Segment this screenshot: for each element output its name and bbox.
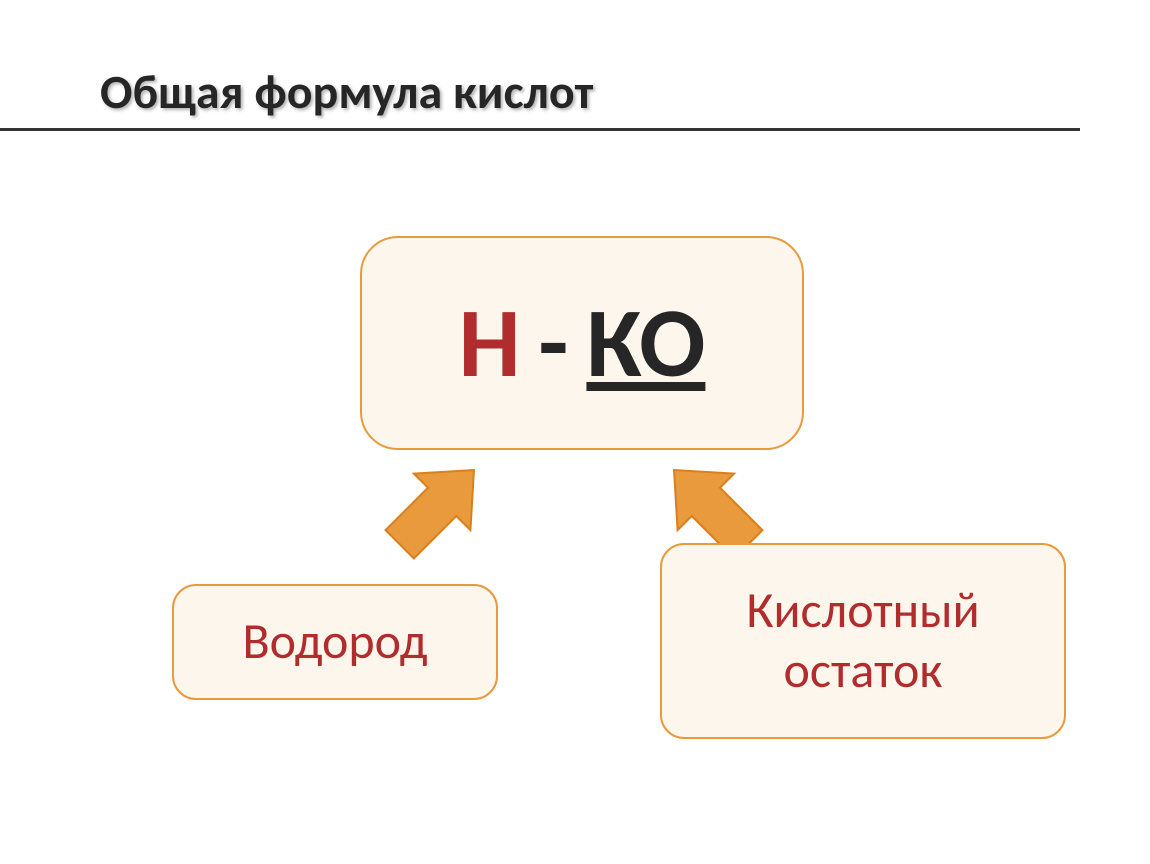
formula-box: Н - КО (360, 236, 804, 450)
label-residue-text: Кислотныйостаток (746, 581, 979, 701)
arrow-left (348, 436, 508, 596)
label-residue: Кислотныйостаток (660, 543, 1066, 739)
label-hydrogen: Водород (172, 584, 498, 700)
formula-residue: КО (586, 284, 705, 403)
formula-hydrogen: Н (459, 284, 521, 403)
page-title: Общая формула кислот (100, 62, 593, 121)
label-hydrogen-text: Водород (242, 612, 427, 672)
title-underline (0, 128, 1080, 131)
formula-content: Н - КО (459, 284, 706, 403)
formula-dash: - (538, 284, 568, 403)
